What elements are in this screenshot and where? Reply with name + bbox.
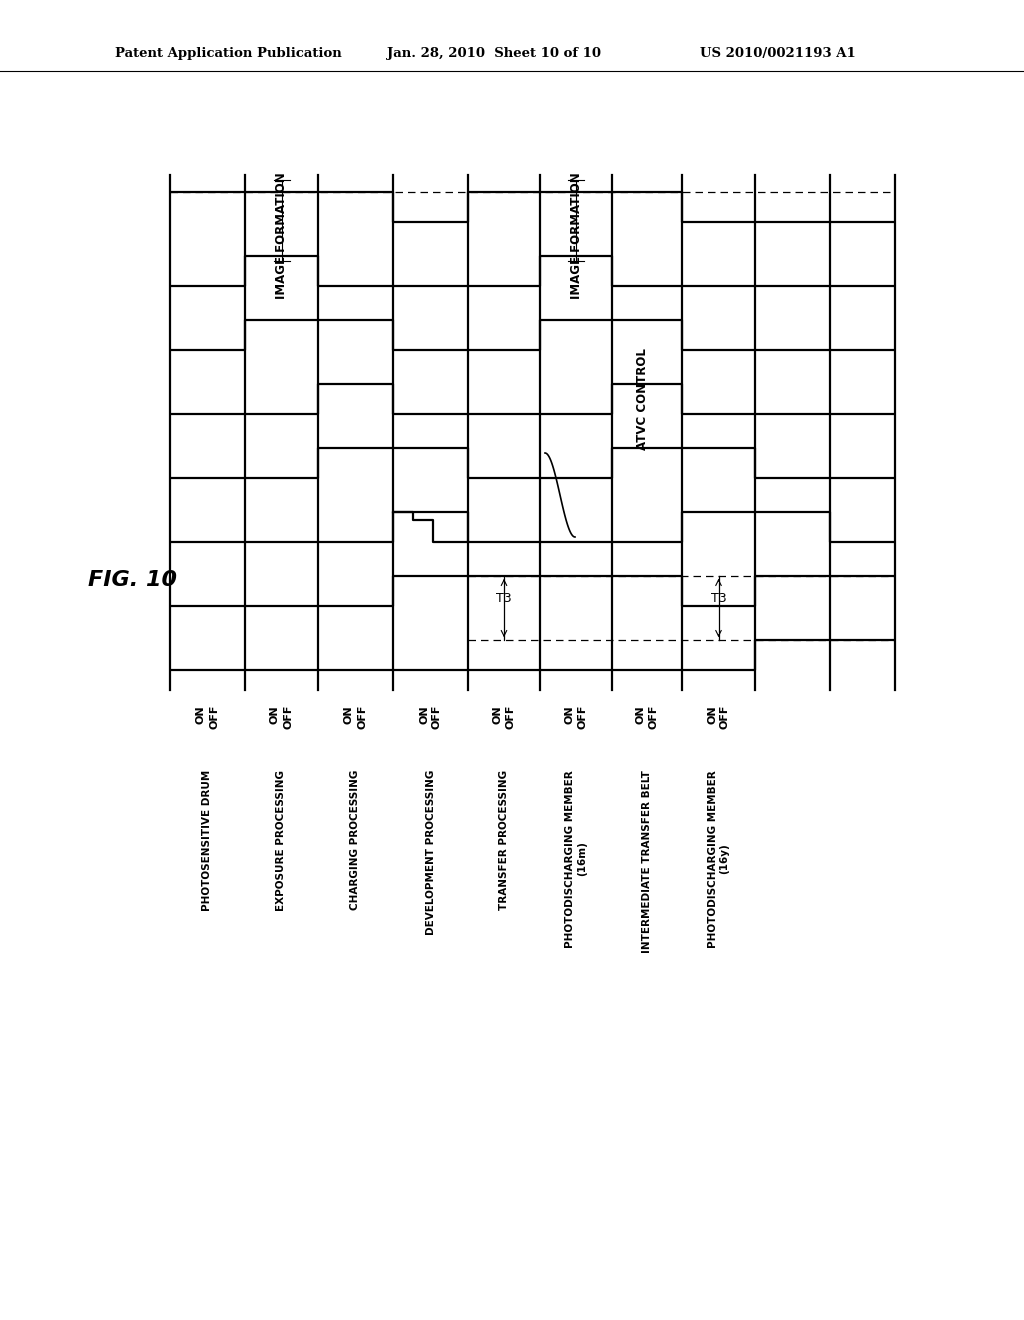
Text: OFF: OFF <box>432 705 442 730</box>
Text: Patent Application Publication: Patent Application Publication <box>115 46 342 59</box>
Text: FIG. 10: FIG. 10 <box>88 570 177 590</box>
Text: PHOTOSENSITIVE DRUM: PHOTOSENSITIVE DRUM <box>203 770 213 911</box>
Text: INTERMEDIATE TRANSFER BELT: INTERMEDIATE TRANSFER BELT <box>642 770 652 953</box>
Text: ON: ON <box>196 705 206 723</box>
Text: PHOTODISCHARGING MEMBER
(16m): PHOTODISCHARGING MEMBER (16m) <box>565 770 587 948</box>
Text: ON: ON <box>493 705 503 723</box>
Text: TRANSFER PROCESSING: TRANSFER PROCESSING <box>499 770 509 909</box>
Text: ON: ON <box>636 705 645 723</box>
Text: OFF: OFF <box>283 705 293 730</box>
Text: ON: ON <box>344 705 354 723</box>
Text: ATVC CONTROL: ATVC CONTROL <box>636 348 648 450</box>
Text: ON: ON <box>564 705 574 723</box>
Text: OFF: OFF <box>209 705 219 730</box>
Text: T3: T3 <box>497 591 512 605</box>
Text: PHOTODISCHARGING MEMBER
(16y): PHOTODISCHARGING MEMBER (16y) <box>708 770 729 948</box>
Text: OFF: OFF <box>506 705 515 730</box>
Text: IMAGE FORMATION: IMAGE FORMATION <box>569 172 583 298</box>
Text: DEVELOPMENT PROCESSING: DEVELOPMENT PROCESSING <box>426 770 435 936</box>
Text: OFF: OFF <box>357 705 367 730</box>
Text: IMAGE FORMATION: IMAGE FORMATION <box>275 172 288 298</box>
Text: OFF: OFF <box>720 705 730 730</box>
Text: OFF: OFF <box>648 705 658 730</box>
Text: ON: ON <box>270 705 280 723</box>
Text: ON: ON <box>419 705 429 723</box>
Text: EXPOSURE PROCESSING: EXPOSURE PROCESSING <box>276 770 287 911</box>
Text: ON: ON <box>707 705 717 723</box>
Text: T3: T3 <box>711 591 726 605</box>
Text: CHARGING PROCESSING: CHARGING PROCESSING <box>350 770 360 911</box>
Text: US 2010/0021193 A1: US 2010/0021193 A1 <box>700 46 856 59</box>
Text: Jan. 28, 2010  Sheet 10 of 10: Jan. 28, 2010 Sheet 10 of 10 <box>387 46 601 59</box>
Text: OFF: OFF <box>578 705 588 730</box>
